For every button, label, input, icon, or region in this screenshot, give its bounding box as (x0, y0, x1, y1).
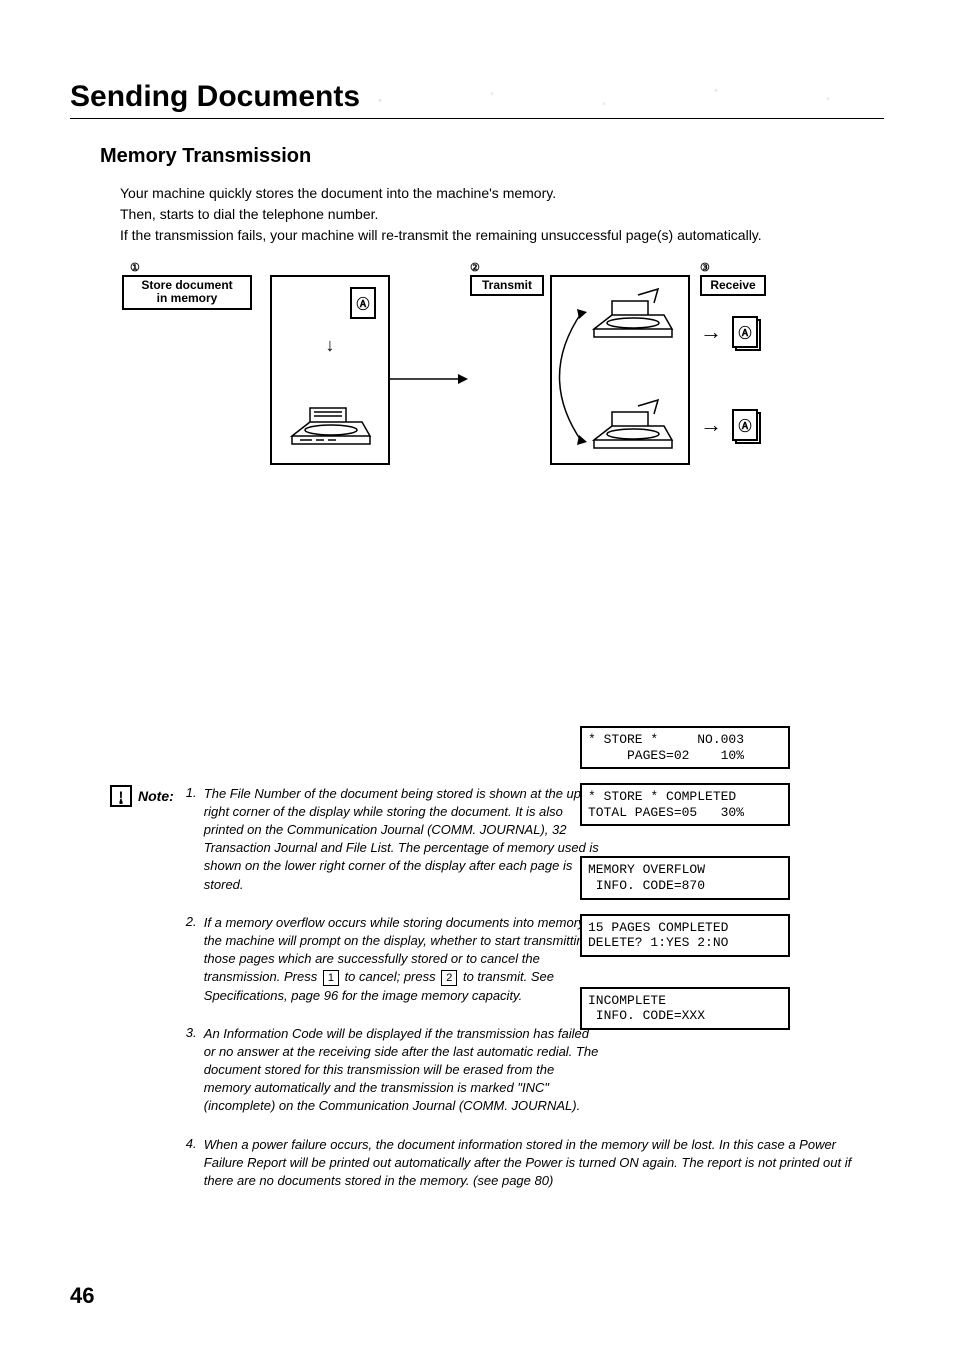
step-1-number: ① (130, 261, 140, 274)
step-1-label-line2: in memory (157, 291, 218, 305)
note-label: Note: (138, 785, 174, 807)
note-number: 3. (186, 1025, 204, 1040)
intro-line-3: If the transmission fails, your machine … (120, 226, 884, 245)
lcd-line: INFO. CODE=XXX (588, 1008, 705, 1023)
note-item-4: 4. When a power failure occurs, the docu… (186, 1136, 884, 1191)
lcd-line: DELETE? 1:YES 2:NO (588, 935, 728, 950)
curve-arrow-icon (532, 307, 592, 447)
chapter-title-text: Sending Documents (70, 80, 360, 113)
note-icon (110, 785, 132, 807)
arrow-right-icon: → (700, 412, 722, 438)
step-2-label: Transmit (470, 275, 544, 297)
lcd-line: INFO. CODE=870 (588, 878, 705, 893)
step-2-panel (550, 275, 690, 465)
step-1-panel: Ⓐ ↓ (270, 275, 390, 465)
note-text: If a memory overflow occurs while storin… (204, 914, 614, 1005)
lcd-delete-prompt: 15 PAGES COMPLETED DELETE? 1:YES 2:NO (580, 914, 790, 957)
note-number: 2. (186, 914, 204, 929)
lcd-store-completed: * STORE * COMPLETED TOTAL PAGES=05 30% (580, 783, 790, 826)
keycap-1: 1 (323, 970, 339, 986)
page-icon: Ⓐ (732, 409, 758, 441)
note-text: When a power failure occurs, the documen… (204, 1136, 864, 1191)
lcd-overflow: MEMORY OVERFLOW INFO. CODE=870 (580, 856, 790, 899)
lcd-column: * STORE * NO.003 PAGES=02 10% * STORE * … (580, 726, 790, 1060)
step-3-label: Receive (700, 275, 766, 297)
receive-row-1: → Ⓐ (700, 316, 758, 348)
arrow-down-icon: ↓ (326, 335, 335, 356)
page-icon: Ⓐ (732, 316, 758, 348)
lcd-line: INCOMPLETE (588, 993, 666, 1008)
note-2-mid: to cancel; press (341, 969, 439, 984)
keycap-2: 2 (441, 970, 457, 986)
fax-icon (588, 287, 678, 342)
arrow-right-icon: → (700, 319, 722, 345)
page-number: 46 (70, 1283, 94, 1309)
fax-icon (286, 394, 376, 449)
lcd-line: * STORE * COMPLETED (588, 789, 736, 804)
note-text: The File Number of the document being st… (204, 785, 614, 894)
lcd-store-progress: * STORE * NO.003 PAGES=02 10% (580, 726, 790, 769)
step-2-number: ② (470, 261, 480, 274)
note-number: 4. (186, 1136, 204, 1151)
lcd-group-3: INCOMPLETE INFO. CODE=XXX (580, 987, 790, 1030)
receive-row-2: → Ⓐ (700, 409, 758, 441)
lcd-line: * STORE * NO.003 (588, 732, 744, 747)
section-title: Memory Transmission (100, 145, 884, 168)
transmission-diagram: ① Store document in memory Ⓐ ↓ ② Transmi… (130, 261, 890, 491)
scan-noise (324, 80, 884, 114)
page-glyph: Ⓐ (738, 415, 751, 434)
lcd-group-2: MEMORY OVERFLOW INFO. CODE=870 15 PAGES … (580, 856, 790, 956)
step-3-number: ③ (700, 261, 710, 274)
step-1-label: Store document in memory (122, 275, 252, 311)
lcd-group-1: * STORE * NO.003 PAGES=02 10% * STORE * … (580, 726, 790, 826)
lcd-line: TOTAL PAGES=05 30% (588, 805, 744, 820)
lcd-line: PAGES=02 10% (588, 748, 744, 763)
connector-arrow-icon (390, 369, 470, 389)
intro-line-2: Then, starts to dial the telephone numbe… (120, 205, 884, 224)
step-1-label-line1: Store document (141, 278, 232, 292)
page-icon: Ⓐ (350, 287, 376, 319)
chapter-title: Sending Documents (70, 80, 884, 119)
fax-icon (588, 398, 678, 453)
lcd-line: MEMORY OVERFLOW (588, 862, 705, 877)
intro-line-1: Your machine quickly stores the document… (120, 184, 884, 203)
note-number: 1. (186, 785, 204, 800)
page-glyph: Ⓐ (738, 322, 751, 341)
note-text: An Information Code will be displayed if… (204, 1025, 614, 1116)
page-glyph: Ⓐ (356, 293, 369, 312)
lcd-incomplete: INCOMPLETE INFO. CODE=XXX (580, 987, 790, 1030)
lcd-line: 15 PAGES COMPLETED (588, 920, 728, 935)
